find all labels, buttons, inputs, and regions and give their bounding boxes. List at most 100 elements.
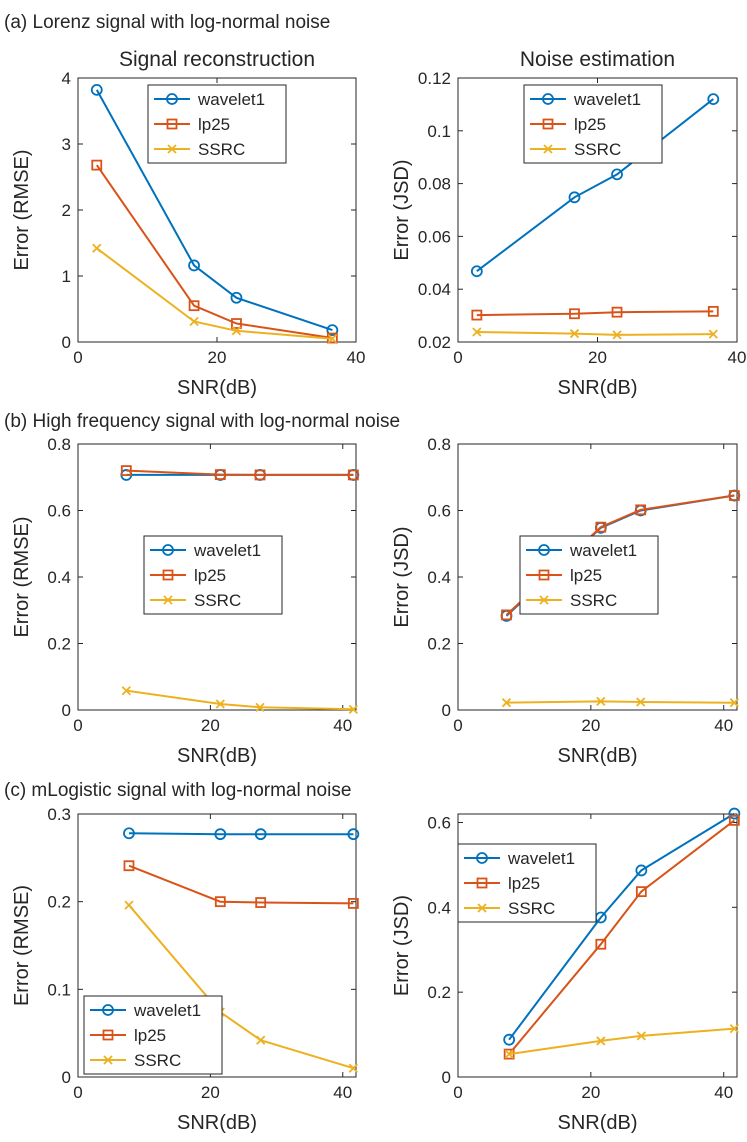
chart-0-1-xlabel: SNR(dB) xyxy=(557,377,637,399)
chart-2-0-series-SSRC-point xyxy=(256,1035,266,1045)
chart-1-1-series-SSRC-point xyxy=(729,698,739,708)
chart-0-1-ytick-label: 0.08 xyxy=(418,175,451,194)
chart-1-1-ytick-label: 0 xyxy=(442,701,451,720)
chart-0-0-legend-label-wavelet1: wavelet1 xyxy=(197,90,265,109)
chart-2-0-series-lp25-point xyxy=(214,896,226,908)
chart-1-1-series-lp25-point xyxy=(728,490,740,501)
chart-2-1-legend-marker-wavelet1 xyxy=(476,852,488,864)
chart-1-1-series-SSRC-point xyxy=(596,696,606,706)
chart-0-1-series-lp25-line xyxy=(476,310,714,317)
chart-0-1-legend-marker-wavelet1 xyxy=(542,93,554,105)
chart-2-1-ytick-label: 0.2 xyxy=(427,983,451,1002)
chart-1-1-legend-label-wavelet1: wavelet1 xyxy=(569,541,637,560)
chart-1-0: 0 20 40 0 0.2 0.4 0.6 0.8 SNR(dB) Error (RMSE) wav… xyxy=(11,435,360,767)
chart-0-1: 0 20 40 0.02 0.04 0.06 0.08 0.1 0.12 SNR(dB) Error… xyxy=(391,48,746,399)
chart-0-1-series-lp25-point xyxy=(471,309,483,321)
chart-0-1-ytick-label: 0.06 xyxy=(418,227,451,246)
chart-2-1: 0 20 40 0 0.2 0.4 0.6 SNR(dB) Error (JSD) wavelet… xyxy=(391,807,741,1134)
chart-0-1-legend: wavelet1 lp25 SSRC xyxy=(523,84,663,164)
chart-2-1-series-lp25-line xyxy=(508,819,735,1055)
chart-2-0-legend-marker-wavelet1 xyxy=(102,1004,114,1016)
chart-0-1-series-wavelet1-point xyxy=(611,168,623,181)
chart-2-0-legend-marker-SSRC xyxy=(103,1055,113,1065)
chart-2-1-series-wavelet1-point xyxy=(635,864,648,877)
chart-0-1-series-wavelet1-point xyxy=(470,265,483,278)
chart-2-0-ytick-label: 0 xyxy=(62,1068,71,1087)
chart-0-1-ytick-label: 0.02 xyxy=(418,333,451,352)
chart-2-0-legend-label-wavelet1: wavelet1 xyxy=(133,1001,201,1020)
chart-0-0-legend-marker-SSRC xyxy=(167,144,177,154)
chart-1-0-ytick-label: 0 xyxy=(62,701,71,720)
chart-1-0-xtick-label: 0 xyxy=(73,716,82,735)
chart-2-1-ytick-label: 0.4 xyxy=(427,898,451,917)
chart-0-0-ytick-label: 2 xyxy=(62,201,71,220)
chart-2-1-series-SSRC-line xyxy=(508,1027,735,1056)
chart-0-0-series-wavelet1-point xyxy=(90,83,103,96)
chart-0-0: 0 20 40 0 1 2 3 4 SNR(dB) Error (RMSE) Signal reco… xyxy=(11,48,365,399)
chart-2-0-series-SSRC-point xyxy=(124,900,134,910)
section-title-a: (a) Lorenz signal with log-normal noise xyxy=(4,12,330,33)
chart-0-0-series-lp25-point xyxy=(91,159,103,171)
chart-0-1-xtick-label: 40 xyxy=(728,348,747,367)
chart-1-1: 0 20 40 0 0.2 0.4 0.6 0.8 SNR(dB) Error (JSD) wave… xyxy=(391,435,741,767)
chart-0-1-legend-label-wavelet1: wavelet1 xyxy=(573,90,641,109)
chart-0-1-series-wavelet1-point xyxy=(568,191,581,204)
chart-0-1-ytick-label: 0.1 xyxy=(427,122,451,141)
chart-1-1-xtick-label: 0 xyxy=(453,716,462,735)
chart-1-0-series-lp25-point xyxy=(120,465,132,477)
chart-2-0-xtick-label: 0 xyxy=(73,1083,82,1102)
chart-0-1-legend-label-SSRC: SSRC xyxy=(574,140,621,159)
chart-2-1-legend-marker-lp25 xyxy=(476,877,488,889)
chart-2-0-xtick-label: 40 xyxy=(333,1083,352,1102)
chart-2-0-series-lp25-line xyxy=(128,864,354,905)
chart-1-0-series-SSRC-point xyxy=(255,702,265,712)
chart-1-0-legend-marker-lp25 xyxy=(162,569,174,581)
chart-2-1-ytick-label: 0.6 xyxy=(427,813,451,832)
chart-1-0-series-SSRC-line xyxy=(126,689,354,711)
chart-2-0-series-SSRC-line xyxy=(128,904,354,1070)
chart-2-0-series-wavelet1-point xyxy=(254,828,267,841)
chart-1-1-xtick-label: 40 xyxy=(714,716,733,735)
chart-1-0-legend-label-SSRC: SSRC xyxy=(194,591,241,610)
chart-0-1-series-lp25-point xyxy=(569,308,580,320)
chart-0-0-series-SSRC-point xyxy=(327,334,338,344)
chart-0-1-legend-marker-SSRC xyxy=(543,144,553,154)
chart-2-0-legend-label-lp25: lp25 xyxy=(134,1026,166,1045)
chart-2-1-series-wavelet1-point xyxy=(728,807,741,820)
chart-1-1-xlabel: SNR(dB) xyxy=(557,745,637,767)
chart-0-0-ytick-label: 1 xyxy=(62,267,71,286)
chart-2-0-legend: wavelet1 lp25 SSRC xyxy=(83,995,223,1075)
chart-0-1-series-SSRC-point xyxy=(472,327,482,337)
chart-1-1-xtick-label: 20 xyxy=(581,716,600,735)
chart-1-1-series-SSRC-point xyxy=(636,697,646,707)
chart-2-0-xtick-label: 20 xyxy=(201,1083,220,1102)
chart-2-0-legend-label-SSRC: SSRC xyxy=(134,1051,181,1070)
chart-2-0-series-wavelet1-point xyxy=(347,828,360,841)
chart-2-0: 0 20 40 0 0.1 0.2 0.3 SNR(dB) Error (RMSE) wavele… xyxy=(11,805,360,1134)
chart-1-0-series-lp25-point xyxy=(347,469,359,481)
section-title-b: (b) High frequency signal with log-norma… xyxy=(4,411,400,432)
chart-0-0-legend-marker-lp25 xyxy=(166,118,178,130)
chart-0-1-series-lp25-point xyxy=(707,305,719,317)
chart-1-0-legend-label-wavelet1: wavelet1 xyxy=(193,541,261,560)
chart-1-1-legend-marker-lp25 xyxy=(538,569,550,581)
chart-0-1-series-wavelet1-point xyxy=(707,93,720,106)
chart-1-0-series-lp25-point xyxy=(254,469,266,481)
chart-1-0-ytick-label: 0.2 xyxy=(47,635,71,654)
chart-2-1-series-lp25-point xyxy=(635,886,647,898)
chart-1-1-legend-marker-wavelet1 xyxy=(538,544,550,556)
chart-0-0-series-wavelet1-point xyxy=(326,324,339,337)
chart-0-0-ytick-label: 0 xyxy=(62,333,71,352)
chart-0-0-series-SSRC-point xyxy=(189,316,199,327)
chart-1-1-ylabel: Error (JSD) xyxy=(391,526,413,627)
chart-2-1-xtick-label: 20 xyxy=(581,1083,600,1102)
chart-0-0-series-lp25-point xyxy=(231,318,242,329)
chart-0-0-series-SSRC-line xyxy=(96,247,333,340)
chart-0-1-title: Noise estimation xyxy=(520,48,675,71)
chart-1-0-series-lp25-line xyxy=(126,469,354,476)
chart-0-0-xtick-label: 40 xyxy=(347,348,366,367)
chart-0-0-series-lp25-line xyxy=(95,164,333,339)
chart-2-1-legend-label-wavelet1: wavelet1 xyxy=(507,849,575,868)
chart-1-0-ytick-label: 0.8 xyxy=(47,435,71,454)
